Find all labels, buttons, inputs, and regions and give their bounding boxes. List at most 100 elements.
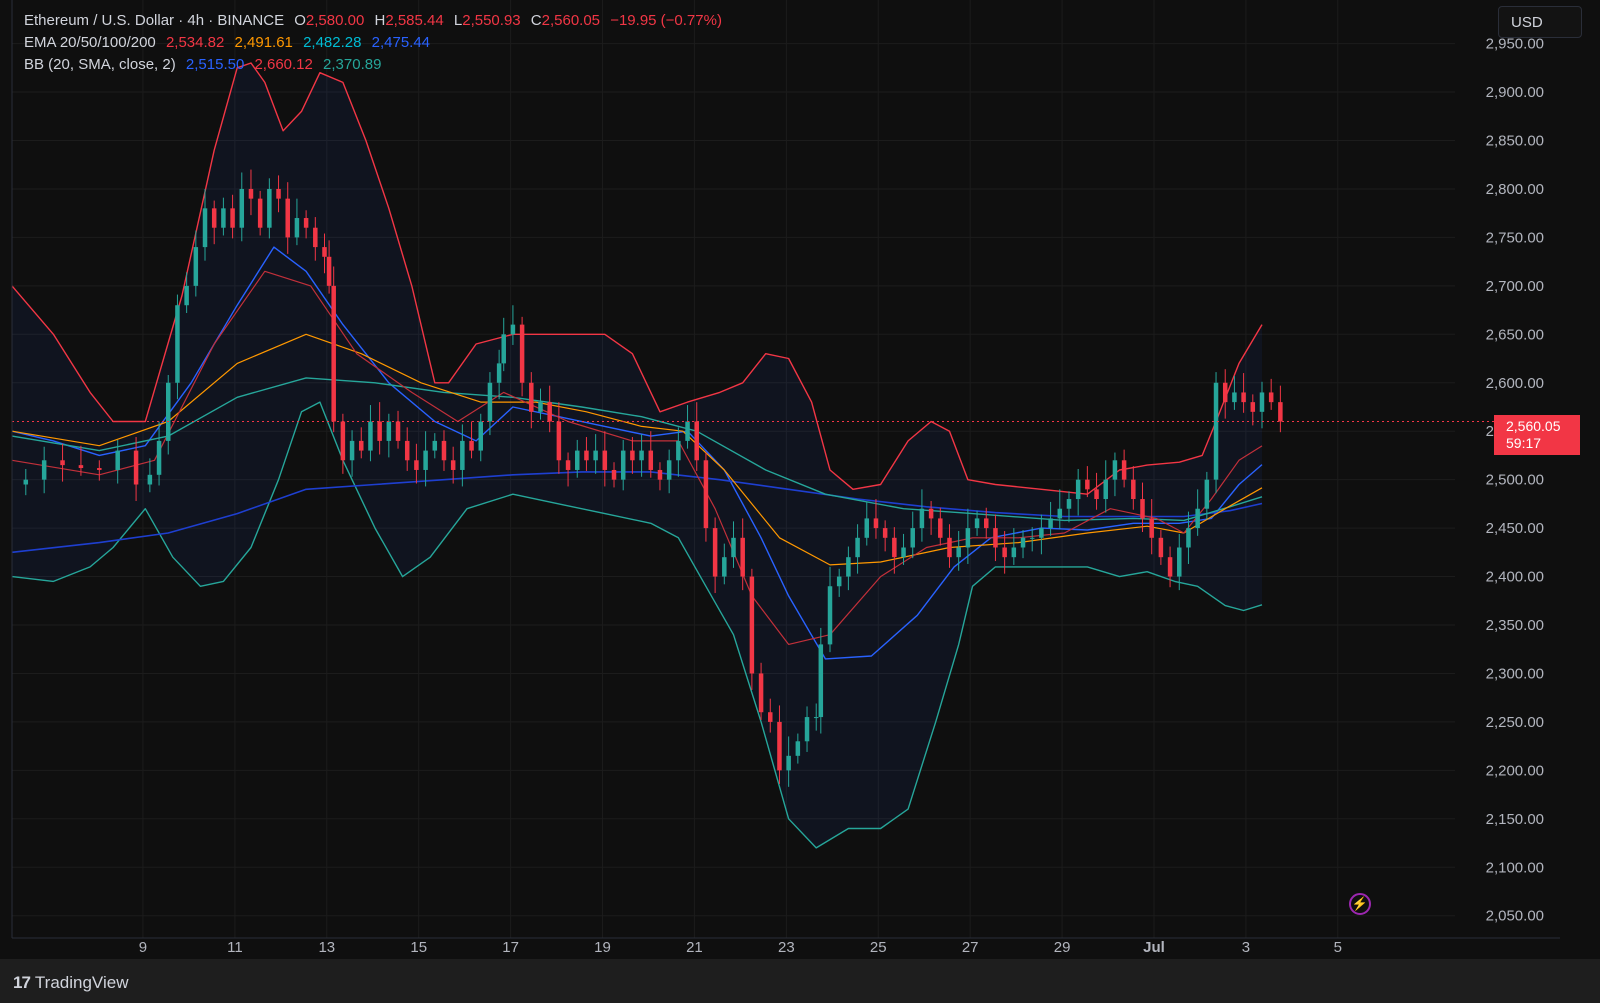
candle-body: [377, 421, 382, 441]
candle-body: [331, 285, 336, 422]
candle-body: [1131, 479, 1136, 500]
candle-body: [1158, 537, 1164, 558]
bb-label[interactable]: BB (20, SMA, close, 2): [24, 56, 176, 73]
candle-body: [202, 208, 208, 248]
y-tick-label: 2,300.00: [1486, 665, 1544, 682]
candle-body: [892, 537, 897, 558]
candle-body: [1140, 499, 1145, 519]
y-tick-label: 2,950.00: [1486, 36, 1544, 53]
candle-body: [846, 557, 851, 577]
ema20-value: 2,534.82: [165, 34, 225, 51]
candle-body: [1195, 508, 1200, 529]
candle-body: [1232, 392, 1237, 403]
candle-body: [1250, 402, 1256, 412]
candle-body: [731, 537, 736, 558]
y-tick-label: 2,450.00: [1486, 520, 1544, 537]
candle-body: [836, 576, 842, 587]
x-tick-label: 9: [139, 939, 147, 956]
candle-body: [873, 518, 879, 529]
candle-body: [386, 421, 392, 441]
candle-body: [1186, 528, 1191, 548]
close-value: 2,560.05: [541, 12, 601, 29]
candle-body: [786, 755, 791, 771]
x-tick-label: 29: [1054, 939, 1071, 956]
low-value: 2,550.93: [462, 12, 521, 29]
candle-body: [175, 305, 180, 383]
candle-body: [630, 450, 635, 461]
flash-icon[interactable]: ⚡: [1349, 893, 1371, 915]
x-tick-label: Jul: [1143, 939, 1165, 956]
tradingview-logo[interactable]: 17 TradingView: [13, 973, 128, 993]
candle-body: [1121, 460, 1127, 480]
candle-body: [984, 518, 989, 529]
candle-body: [349, 440, 355, 461]
x-tick-label: 23: [778, 939, 795, 956]
candle-body: [565, 460, 571, 470]
candle-body: [478, 421, 483, 451]
currency-button[interactable]: USD: [1498, 6, 1582, 38]
symbol-title[interactable]: Ethereum / U.S. Dollar · 4h · BINANCE: [24, 12, 285, 29]
candle-body: [156, 440, 162, 475]
candle-body: [1085, 479, 1090, 490]
candle-body: [584, 450, 589, 461]
y-tick-label: 2,350.00: [1486, 617, 1544, 634]
candle-body: [1011, 547, 1017, 558]
y-tick-label: 2,250.00: [1486, 714, 1544, 731]
x-tick-label: 5: [1334, 939, 1342, 956]
tradingview-name: TradingView: [34, 973, 129, 992]
candle-body: [359, 440, 364, 451]
candle-body: [777, 721, 782, 771]
candle-body: [740, 537, 745, 577]
ema-legend: EMA 20/50/100/200 2,534.82 2,491.61 2,48…: [24, 33, 436, 53]
candle-body: [547, 402, 552, 422]
candle-body: [1177, 547, 1182, 577]
candle-body: [276, 188, 281, 199]
bb-basis-line: [11, 246, 1263, 660]
candle-body: [1039, 528, 1044, 538]
last-price-badge: 2,560.05 59:17: [1494, 415, 1580, 456]
candle-body: [1278, 402, 1283, 422]
candle-body: [313, 227, 318, 248]
bb-upper-line: [11, 62, 1263, 495]
ohlc-legend: Ethereum / U.S. Dollar · 4h · BINANCE O2…: [24, 11, 728, 31]
candle-body: [947, 537, 952, 558]
candle-body: [648, 450, 654, 470]
ema50-value: 2,491.61: [234, 34, 293, 51]
candle-body: [1241, 392, 1246, 403]
candle-body: [510, 324, 516, 335]
candle-body: [593, 450, 598, 461]
candle-body: [404, 440, 410, 461]
candle-body: [414, 460, 419, 470]
candle-body: [303, 218, 309, 228]
ema-label[interactable]: EMA 20/50/100/200: [24, 34, 156, 51]
ema100-line: [11, 377, 1263, 522]
candle-body: [322, 247, 327, 257]
low-label: L: [453, 12, 463, 29]
candle-body: [620, 450, 626, 480]
candle-body: [864, 518, 870, 538]
x-tick-label: 17: [502, 939, 519, 956]
candle-body: [147, 474, 153, 485]
tradingview-logo-glyph: 17: [13, 973, 31, 992]
candle-body: [41, 460, 47, 480]
candle-body: [657, 469, 663, 480]
ema200-line: [11, 471, 1263, 554]
candle-body: [115, 450, 120, 470]
candle-body: [267, 188, 272, 228]
candle-body: [294, 218, 300, 238]
candle-body: [248, 188, 254, 199]
candle-body: [602, 450, 608, 470]
candle-body: [423, 450, 428, 470]
candle-body: [818, 644, 824, 718]
candle-body: [529, 382, 534, 412]
candle-body: [827, 586, 833, 645]
y-tick-label: 2,100.00: [1486, 859, 1544, 876]
candle-body: [910, 528, 915, 548]
bb-basis-value: 2,515.50: [185, 56, 245, 73]
candle-body: [368, 421, 373, 451]
candle-body: [901, 547, 906, 558]
candle-body: [450, 460, 456, 470]
candle-body: [1213, 382, 1219, 480]
candle-body: [1167, 557, 1173, 577]
